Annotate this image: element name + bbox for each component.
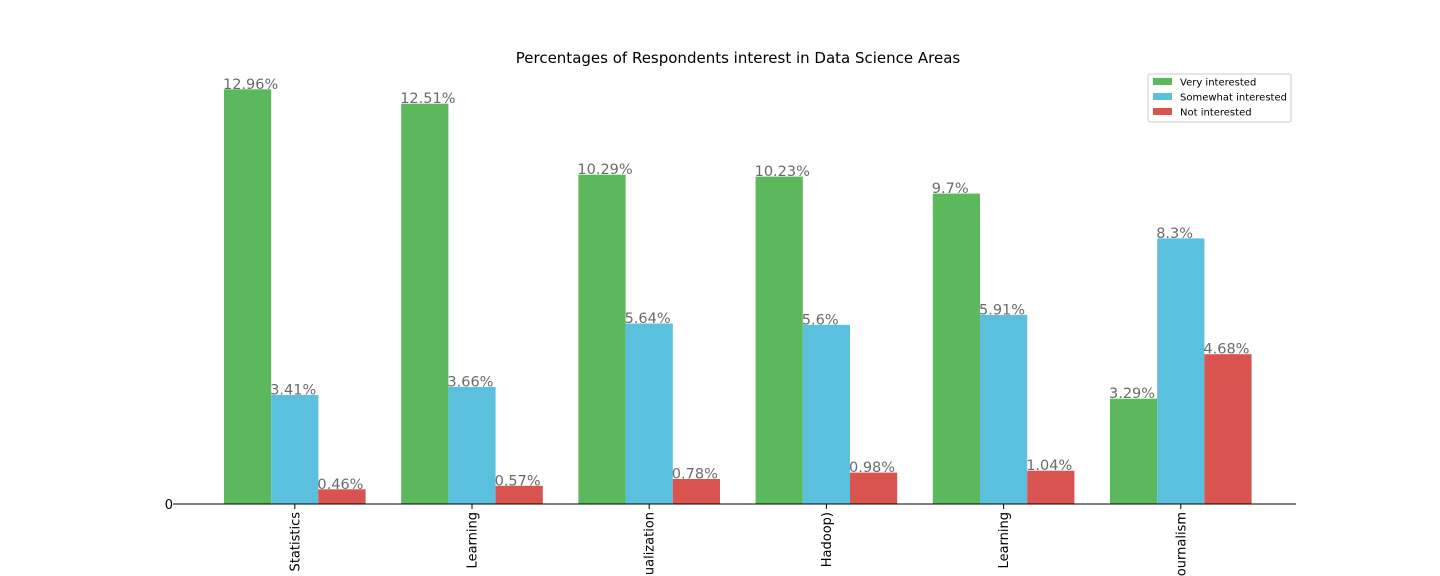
value-label: 8.3%	[1156, 226, 1193, 242]
bar-not-interested-4	[1027, 470, 1075, 504]
bar-somewhat-interested-5	[1157, 238, 1205, 504]
chart-title: Percentages of Respondents interest in D…	[516, 49, 961, 67]
value-label: 0.98%	[849, 460, 895, 476]
bar-very-interested-3	[755, 176, 803, 504]
value-label: 5.6%	[802, 312, 839, 328]
value-label: 4.68%	[1203, 342, 1249, 358]
value-label: 3.29%	[1109, 386, 1155, 402]
value-label: 0.57%	[495, 473, 541, 489]
bar-not-interested-1	[495, 485, 543, 504]
bar-somewhat-interested-0	[271, 394, 319, 504]
legend: Very interested Somewhat interested Not in…	[1147, 73, 1292, 123]
bar-very-interested-5	[1110, 398, 1158, 504]
value-label: 5.91%	[979, 302, 1025, 318]
value-labels-layer: 12.96% 3.41% 0.46% 12.51% 3.66% 0.57% 10.29% 5.…	[223, 77, 1249, 493]
legend-swatch-very-interested	[1153, 78, 1172, 85]
legend-swatch-not-interested	[1153, 108, 1172, 115]
value-label: 10.23%	[755, 164, 810, 180]
legend-frame	[1147, 73, 1292, 123]
bar-not-interested-2	[672, 479, 720, 504]
x-tick-label: ualization	[643, 512, 658, 575]
legend-label: Not interested	[1180, 108, 1252, 119]
legend-label: Somewhat interested	[1180, 93, 1287, 104]
bar-somewhat-interested-4	[980, 314, 1028, 504]
bar-very-interested-2	[578, 174, 626, 504]
value-label: 3.66%	[447, 374, 493, 390]
x-tick-label: Hadoop)	[820, 512, 835, 567]
legend-swatch-somewhat-interested	[1153, 93, 1172, 100]
value-label: 10.29%	[577, 162, 632, 178]
bar-not-interested-3	[850, 472, 898, 504]
bar-very-interested-0	[224, 89, 272, 505]
bar-somewhat-interested-1	[448, 386, 496, 504]
bar-somewhat-interested-3	[802, 324, 850, 504]
x-tick-label: Learning	[997, 512, 1012, 568]
bar-very-interested-1	[401, 103, 449, 504]
x-axis-ticks: Statistics Learning ualization Hadoop) Learn…	[288, 504, 1189, 576]
value-label: 12.51%	[400, 91, 455, 107]
value-label: 12.96%	[223, 77, 278, 93]
bar-not-interested-0	[318, 489, 366, 504]
bar-very-interested-4	[932, 193, 980, 504]
y-axis-ticks: 0	[165, 498, 178, 513]
y-tick-label: 0	[165, 498, 173, 513]
x-tick-label: Statistics	[288, 512, 303, 572]
legend-label: Very interested	[1180, 78, 1256, 89]
value-label: 0.46%	[317, 477, 363, 493]
value-label: 9.7%	[932, 181, 969, 197]
x-tick-label: Learning	[466, 512, 481, 568]
bar-somewhat-interested-2	[625, 323, 673, 504]
bar-not-interested-5	[1204, 354, 1252, 504]
value-label: 5.64%	[625, 311, 671, 327]
value-label: 1.04%	[1026, 458, 1072, 474]
x-tick-label: ournalism	[1174, 512, 1189, 576]
value-label: 0.78%	[672, 467, 718, 483]
value-label: 3.41%	[270, 382, 316, 398]
bars-layer	[224, 89, 1252, 505]
